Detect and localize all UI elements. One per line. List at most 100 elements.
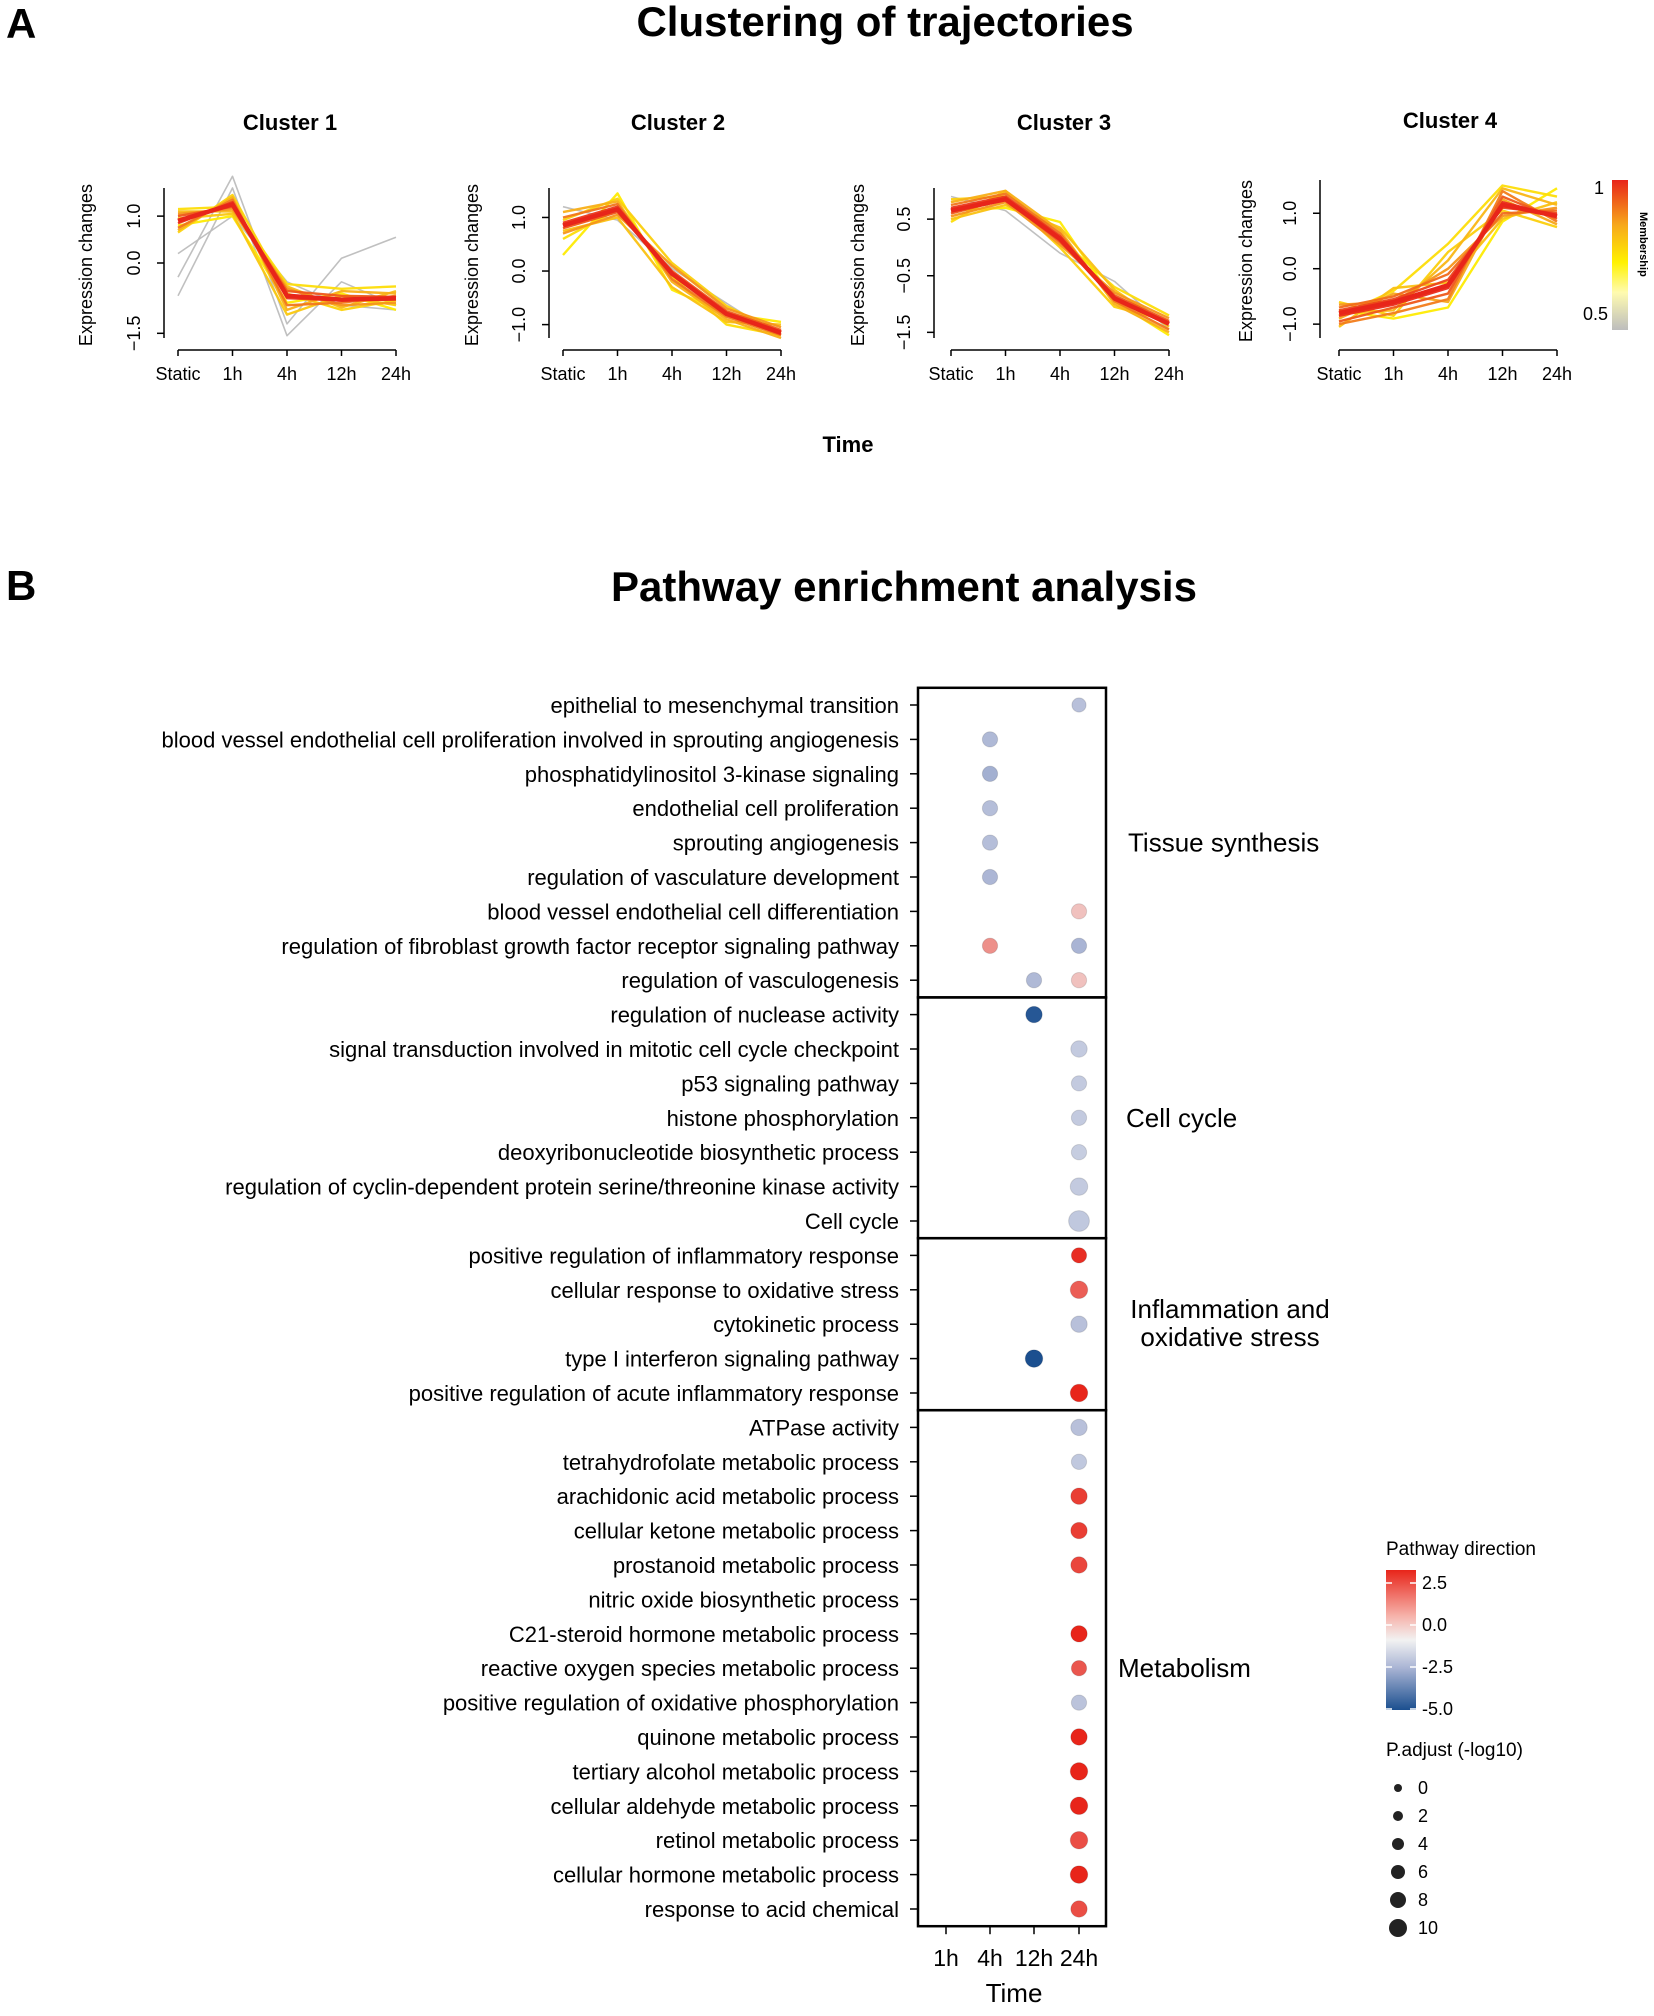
trajectory-line xyxy=(950,189,1170,334)
y-tick-label: −1.0 xyxy=(509,307,529,343)
x-tick-label: 12h xyxy=(326,364,356,384)
y-tick-label: 0.0 xyxy=(1280,256,1300,281)
pathway-label: sprouting angiogenesis xyxy=(673,831,899,856)
pathway-label: cellular hormone metabolic process xyxy=(553,1863,899,1888)
pathway-label: cellular response to oxidative stress xyxy=(551,1278,900,1303)
trajectory-line xyxy=(1338,195,1558,323)
enrichment-dot xyxy=(1070,1625,1088,1643)
pathway-label: quinone metabolic process xyxy=(637,1725,899,1750)
enrichment-dot xyxy=(1070,1521,1088,1540)
enrichment-dot xyxy=(1069,1383,1089,1403)
size-legend-label: 6 xyxy=(1418,1862,1428,1882)
enrichment-dot xyxy=(1070,903,1088,920)
x-tick-label: 24h xyxy=(766,364,796,384)
enrichment-dot xyxy=(1070,1694,1088,1711)
pathway-label: regulation of vasculature development xyxy=(527,865,899,890)
trajectory-line xyxy=(562,202,782,337)
enrichment-dot xyxy=(981,834,999,851)
pathway-label: regulation of cyclin-dependent protein s… xyxy=(225,1175,899,1200)
x-tick-label: 4h xyxy=(662,364,682,384)
trajectory-line xyxy=(950,200,1170,320)
enrichment-dot xyxy=(1070,1900,1088,1918)
pathway-label: tetrahydrofolate metabolic process xyxy=(563,1450,899,1475)
size-legend-dot xyxy=(1393,1811,1403,1821)
pathway-label: cellular aldehyde metabolic process xyxy=(550,1794,899,1819)
pathway-label: regulation of fibroblast growth factor r… xyxy=(281,934,899,959)
x-tick-label: 4h xyxy=(1438,364,1458,384)
membership-title: Membership xyxy=(1637,212,1649,277)
pathway-label: prostanoid metabolic process xyxy=(613,1553,899,1578)
cluster-plot-1: Cluster 1 −1.5 0.0 1.0 Static 1h 4h 12h 24h Expre… xyxy=(76,110,411,384)
cluster-plot-3: Cluster 3 −1.5 −0.5 0.5 Static 1h 4h 12h 24h Expr… xyxy=(848,110,1184,384)
size-legend-dot xyxy=(1390,1892,1406,1908)
pathway-label: phosphatidylinositol 3-kinase signaling xyxy=(525,762,899,787)
pathway-label: C21-steroid hormone metabolic process xyxy=(509,1622,899,1647)
pathway-label: positive regulation of inflammatory resp… xyxy=(469,1243,899,1268)
pathway-label: reactive oxygen species metabolic proces… xyxy=(481,1656,899,1681)
trajectory-line xyxy=(177,187,397,337)
enrichment-dot xyxy=(1070,1075,1088,1092)
enrichment-dot xyxy=(1069,1830,1089,1850)
panel-a-title: Clustering of trajectories xyxy=(636,0,1133,45)
trajectory-line xyxy=(562,200,782,340)
trajectory-line xyxy=(1338,206,1558,306)
y-axis-label: Expression changes xyxy=(462,184,482,346)
cluster-title: Cluster 4 xyxy=(1403,108,1498,133)
x-tick-label: 1h xyxy=(222,364,242,384)
size-legend-label: 8 xyxy=(1418,1890,1428,1910)
centroid-line xyxy=(177,202,397,302)
pathway-label: nitric oxide biosynthetic process xyxy=(588,1587,899,1612)
direction-legend-title: Pathway direction xyxy=(1386,1539,1536,1560)
pathway-label: cytokinetic process xyxy=(713,1312,899,1337)
x-tick-label: Static xyxy=(1316,364,1361,384)
size-legend-dot xyxy=(1389,1919,1407,1937)
y-tick-label: 0.0 xyxy=(124,250,144,275)
enrichment-dot xyxy=(1025,972,1043,989)
x-tick-label: 12h xyxy=(1099,364,1129,384)
enrichment-dot xyxy=(1070,1247,1088,1264)
panel-b-letter: B xyxy=(6,562,36,609)
size-legend-title: P.adjust (-log10) xyxy=(1386,1740,1523,1761)
category-label: oxidative stress xyxy=(1140,1322,1319,1352)
size-legend-label: 0 xyxy=(1418,1778,1428,1798)
x-tick-label: 4h xyxy=(277,364,297,384)
pathway-label: ATPase activity xyxy=(749,1415,899,1440)
cluster-plot-2: Cluster 2 −1.0 0.0 1.0 Static 1h 4h 12h 24h Expre… xyxy=(462,110,796,384)
pathway-label: cellular ketone metabolic process xyxy=(574,1519,899,1544)
centroid-line xyxy=(950,197,1170,326)
y-tick-label: −1.5 xyxy=(124,316,144,352)
pathway-label: regulation of vasculogenesis xyxy=(621,968,899,993)
enrichment-dot xyxy=(1070,972,1088,989)
size-legend-label: 4 xyxy=(1418,1834,1428,1854)
panel-a-letter: A xyxy=(6,0,36,47)
membership-max-label: 1 xyxy=(1594,178,1604,198)
pathway-label: positive regulation of acute inflammator… xyxy=(409,1381,899,1406)
pathway-dot-plot: Tissue synthesis Cell cycle Inflammation a… xyxy=(162,686,1330,2008)
enrichment-dot xyxy=(1024,1349,1044,1368)
pathway-label: retinol metabolic process xyxy=(656,1828,899,1853)
x-tick-label: 24h xyxy=(381,364,411,384)
x-tick-label: 1h xyxy=(607,364,627,384)
category-label: Cell cycle xyxy=(1126,1103,1237,1133)
pathway-label: deoxyribonucleotide biosynthetic process xyxy=(498,1140,899,1165)
enrichment-dot xyxy=(1070,1660,1088,1677)
enrichment-dot xyxy=(1070,1040,1088,1058)
enrichment-dot xyxy=(981,937,999,954)
direction-colorbar xyxy=(1386,1570,1416,1710)
y-axis-label: Expression changes xyxy=(1236,180,1256,342)
pathway-label: blood vessel endothelial cell differenti… xyxy=(487,899,899,924)
pathway-label: regulation of nuclease activity xyxy=(610,1003,899,1028)
trajectory-line xyxy=(950,192,1170,331)
pathway-label: p53 signaling pathway xyxy=(681,1071,899,1096)
y-tick-label: −1.5 xyxy=(894,315,914,351)
x-tick-label: 24h xyxy=(1154,364,1184,384)
cluster-title: Cluster 2 xyxy=(631,110,725,135)
pathway-label: tertiary alcohol metabolic process xyxy=(573,1759,899,1784)
enrichment-dot xyxy=(1070,1418,1088,1437)
enrichment-dot xyxy=(1070,1487,1088,1505)
enrichment-dot xyxy=(1071,697,1087,713)
y-tick-label: 1.0 xyxy=(509,205,529,230)
size-legend-label: 2 xyxy=(1418,1806,1428,1826)
enrichment-dot xyxy=(1025,1005,1043,1024)
enrichment-dot xyxy=(1069,1796,1089,1816)
